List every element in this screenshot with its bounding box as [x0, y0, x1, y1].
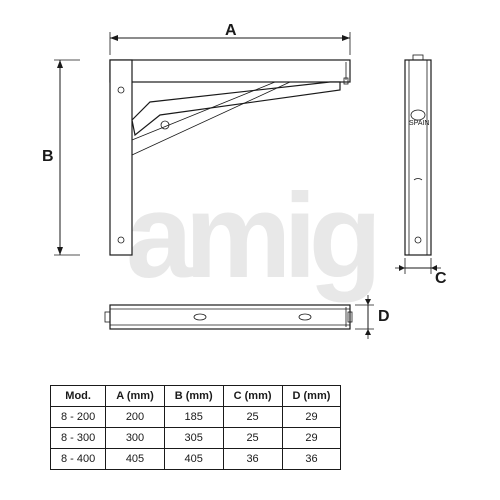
table-row: 8 - 400 405 405 36 36	[51, 449, 341, 470]
dimension-b	[54, 60, 80, 255]
table-row: 8 - 300 300 305 25 29	[51, 428, 341, 449]
technical-drawing: A B C D SPAIN	[40, 30, 470, 360]
label-b: B	[42, 148, 54, 166]
col-mod: Mod.	[51, 386, 106, 407]
label-d: D	[378, 308, 390, 326]
label-c: C	[435, 270, 447, 288]
col-b: B (mm)	[164, 386, 223, 407]
bracket-front-view	[405, 55, 431, 255]
label-a: A	[225, 22, 237, 40]
dimensions-table: Mod. A (mm) B (mm) C (mm) D (mm) 8 - 200…	[50, 385, 341, 470]
bracket-side-view	[110, 60, 350, 255]
brand-label: SPAIN	[409, 120, 429, 127]
col-a: A (mm)	[106, 386, 164, 407]
col-c: C (mm)	[223, 386, 282, 407]
dimension-d	[355, 295, 374, 339]
table-row: 8 - 200 200 185 25 29	[51, 407, 341, 428]
bracket-top-view	[105, 305, 352, 329]
table-header-row: Mod. A (mm) B (mm) C (mm) D (mm)	[51, 386, 341, 407]
col-d: D (mm)	[282, 386, 341, 407]
